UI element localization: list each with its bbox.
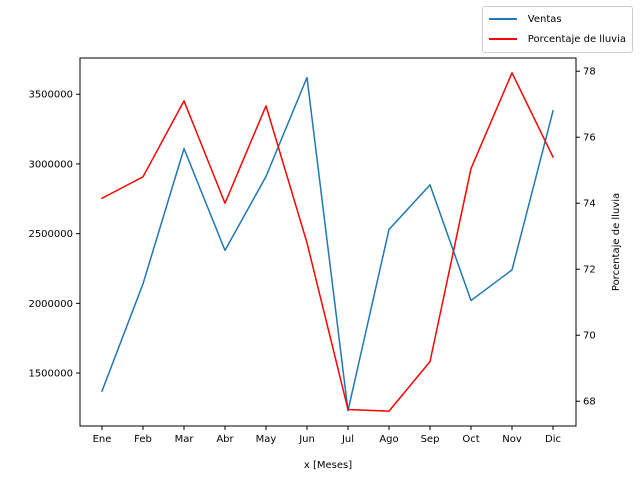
right-y-tick-label: 74 [583, 199, 596, 210]
x-tick-label: Mar [175, 434, 195, 445]
left-y-tick-label: 2500000 [28, 229, 73, 240]
left-y-tick-label: 2000000 [28, 299, 73, 310]
x-tick-label: May [256, 434, 277, 445]
legend-swatch-lluvia [488, 38, 517, 40]
left-y-tick-label: 3500000 [28, 90, 73, 101]
right-y-tick-label: 72 [583, 265, 596, 276]
x-tick-label: Oct [462, 434, 479, 445]
chart-legend: Ventas Porcentaje de lluvia [481, 6, 633, 53]
plot-area-frame [79, 57, 577, 427]
legend-swatch-ventas [488, 18, 517, 20]
left-y-tick-label: 1500000 [28, 369, 73, 380]
x-tick-label: Abr [216, 434, 234, 445]
legend-label-ventas: Ventas [527, 13, 562, 25]
series-line-lluvia [100, 72, 555, 412]
x-tick-label: Jul [341, 434, 354, 445]
x-tick-label: Ago [379, 434, 398, 445]
right-y-tick-label: 68 [583, 397, 596, 408]
left-y-tick-label: 3000000 [28, 159, 73, 170]
legend-item-lluvia: Porcentaje de lluvia [488, 29, 626, 49]
series-layer [100, 72, 555, 412]
x-tick-label: Ene [93, 434, 112, 445]
legend-label-lluvia: Porcentaje de lluvia [527, 33, 626, 45]
x-tick-label: Dic [545, 434, 561, 445]
right-axis-label: Porcentaje de lluvia [611, 193, 622, 291]
x-tick-label: Feb [134, 434, 152, 445]
right-y-tick-label: 78 [583, 67, 596, 78]
x-tick-label: Jun [298, 434, 315, 445]
legend-item-ventas: Ventas [488, 9, 626, 29]
right-y-tick-label: 70 [583, 331, 596, 342]
axes-layer: Ene Feb Mar Abr May Jun Jul Ago Sep Oct Nov Dic 1500… [28, 67, 595, 445]
x-tick-label: Nov [502, 434, 522, 445]
x-axis-label: x [Meses] [304, 460, 352, 471]
series-line-ventas [101, 76, 554, 412]
x-tick-label: Sep [421, 434, 440, 445]
right-y-tick-label: 76 [583, 133, 596, 144]
